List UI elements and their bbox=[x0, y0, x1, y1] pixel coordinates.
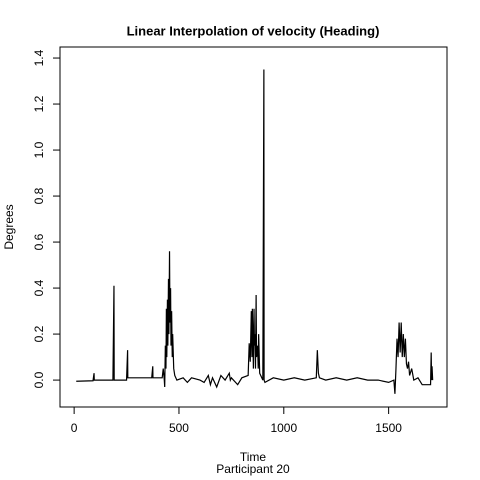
y-tick-label: 0.6 bbox=[32, 233, 46, 250]
y-tick-label: 0.0 bbox=[32, 371, 46, 388]
x-tick-label: 1500 bbox=[375, 421, 402, 435]
x-tick-label: 0 bbox=[71, 421, 78, 435]
y-axis-label: Degrees bbox=[2, 204, 16, 249]
plot-box bbox=[59, 46, 448, 408]
subtitle: Participant 20 bbox=[216, 462, 290, 476]
y-tick-label: 1.4 bbox=[32, 49, 46, 66]
chart-title: Linear Interpolation of velocity (Headin… bbox=[127, 23, 380, 38]
y-tick-label: 0.4 bbox=[32, 279, 46, 296]
data-line bbox=[76, 69, 434, 394]
y-tick-label: 0.8 bbox=[32, 187, 46, 204]
y-tick-label: 1.0 bbox=[32, 141, 46, 158]
y-tick-label: 0.2 bbox=[32, 325, 46, 342]
x-tick-label: 500 bbox=[169, 421, 189, 435]
x-axis-label: Time bbox=[240, 450, 267, 464]
x-tick-label: 1000 bbox=[270, 421, 297, 435]
y-tick-label: 1.2 bbox=[32, 95, 46, 112]
